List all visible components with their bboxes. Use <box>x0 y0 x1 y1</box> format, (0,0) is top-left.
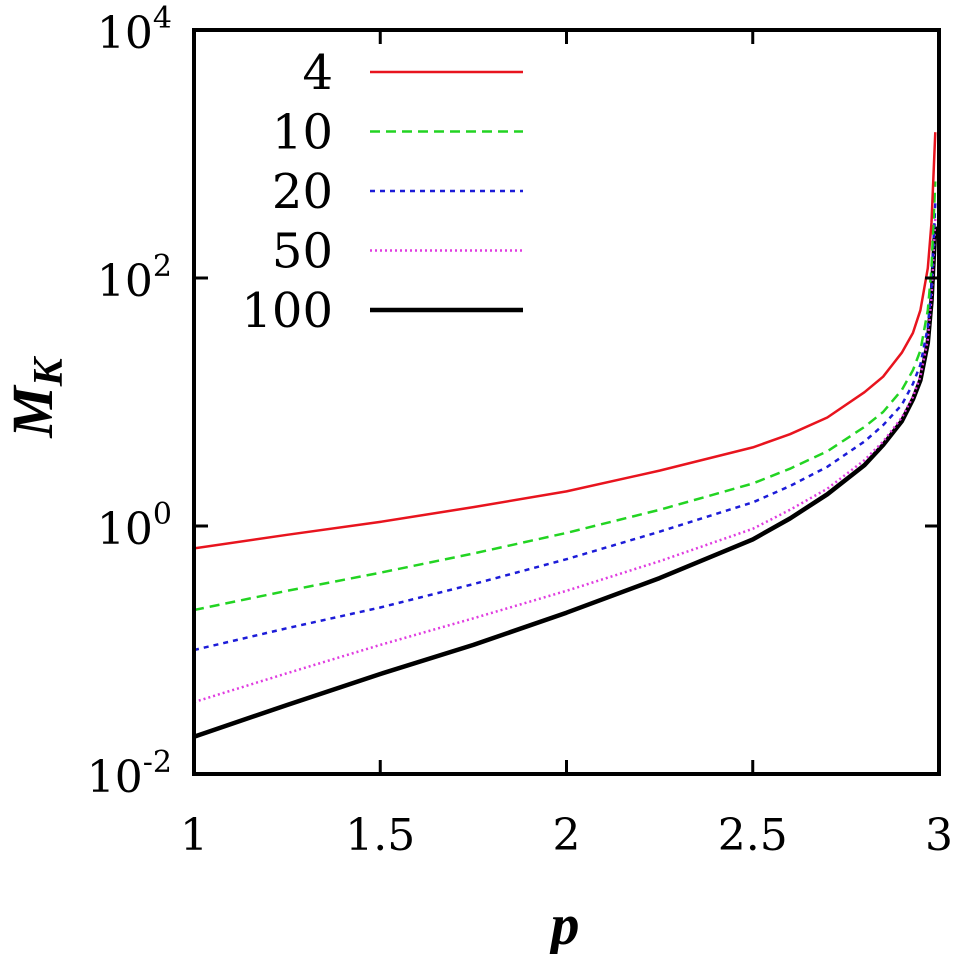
y-axis-title-main: M <box>0 384 65 439</box>
series-curves <box>194 132 938 739</box>
x-tick-label: 1.5 <box>345 810 415 861</box>
y-tick-label: 10-2 <box>87 745 172 803</box>
x-axis-title: p <box>546 892 580 954</box>
axis-ticks <box>192 28 941 776</box>
series-line-100 <box>194 226 938 739</box>
legend-label-50: 50 <box>272 224 333 280</box>
legend-label-20: 20 <box>272 164 333 220</box>
series-line-4 <box>194 132 937 550</box>
y-tick-exponent: 4 <box>153 1 172 36</box>
series-line-50 <box>194 218 937 704</box>
legend-label-4: 4 <box>302 45 333 101</box>
y-axis-title-subscript: K <box>26 355 72 387</box>
y-tick-label: 104 <box>97 1 172 59</box>
x-tick-label: 1 <box>180 810 208 861</box>
x-tick-label: 2 <box>553 810 581 861</box>
y-axis-title-group: MK <box>0 355 72 439</box>
legend-label-10: 10 <box>272 105 333 161</box>
x-tick-label: 3 <box>925 810 953 861</box>
y-tick-label: 100 <box>97 497 172 555</box>
y-tick-exponent: 2 <box>153 249 172 284</box>
x-tick-label: 2.5 <box>718 810 788 861</box>
y-tick-base: 10 <box>97 256 153 307</box>
series-line-20 <box>194 203 937 652</box>
y-tick-exponent: -2 <box>143 745 172 780</box>
y-tick-exponent: 0 <box>153 497 172 532</box>
y-tick-base: 10 <box>87 752 143 803</box>
y-tick-base: 10 <box>97 8 153 59</box>
y-tick-base: 10 <box>97 504 153 555</box>
y-tick-label: 102 <box>97 249 172 307</box>
y-axis-title: MK <box>0 355 72 439</box>
series-line-10 <box>194 181 937 612</box>
legend-label-100: 100 <box>241 283 333 339</box>
